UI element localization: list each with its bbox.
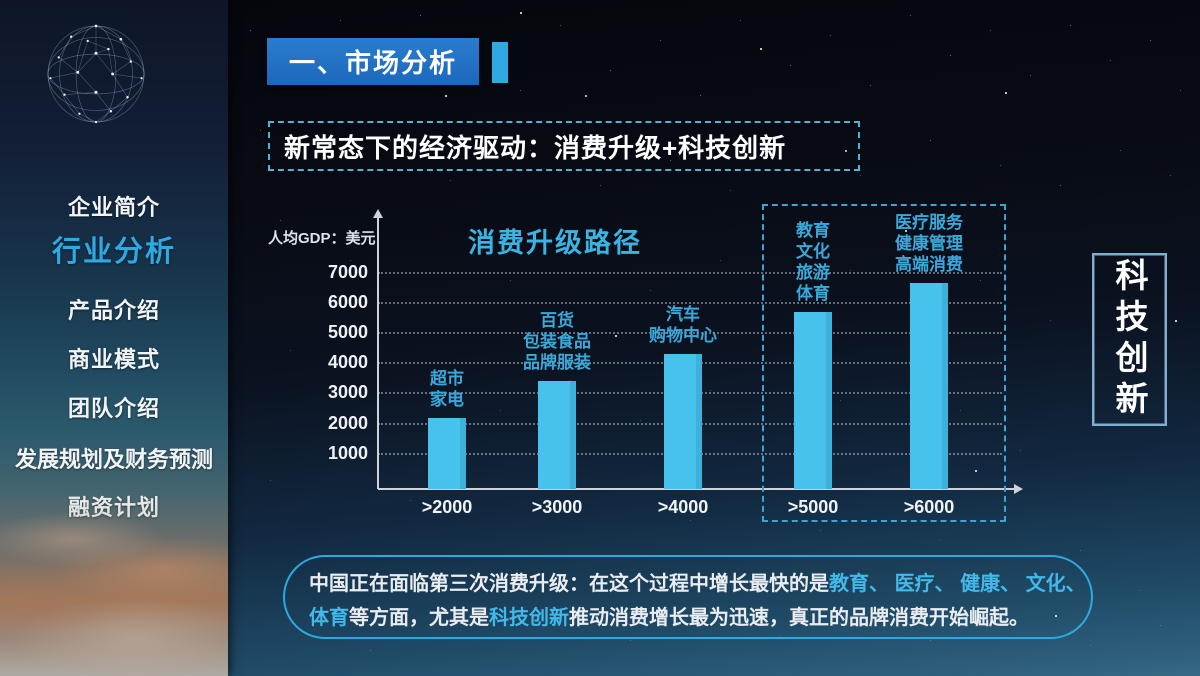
summary-note: 中国正在面临第三次消费升级：在这个过程中增长最快的是教育、 医疗、 健康、 文化… (283, 555, 1093, 639)
sidebar-item-development-plan[interactable]: 发展规划及财务预测 (14, 447, 213, 472)
note-highlight-text: 科技创新 (489, 607, 569, 629)
sidebar-item-industry-analysis[interactable]: 行业分析 (51, 236, 176, 268)
sidebar-item-product-intro[interactable]: 产品介绍 (67, 298, 160, 323)
x-tick-label: >6000 (903, 497, 955, 517)
tech-innovation-badge-text: 科技创新 (1110, 257, 1149, 422)
y-axis-line (377, 217, 379, 489)
sidebar: 企业简介 行业分析 产品介绍 商业模式 团队介绍 发展规划及财务预测 融资计划 (0, 0, 228, 676)
bar (428, 417, 466, 489)
bar (794, 311, 832, 489)
y-tick-label: 3000 (327, 382, 368, 403)
y-tick-label: 2000 (327, 412, 368, 433)
y-tick-label: 6000 (327, 291, 368, 312)
bar (664, 354, 702, 489)
note-highlight-text: 健康、 (960, 573, 1026, 595)
y-tick-label: 1000 (327, 442, 368, 463)
x-tick-label: >4000 (657, 497, 709, 517)
gridline (378, 452, 1002, 455)
note-highlight-text: 体育 (309, 607, 349, 629)
sidebar-item-business-model[interactable]: 商业模式 (67, 347, 160, 372)
x-axis-arrow (1014, 484, 1023, 494)
network-globe-icon (47, 24, 145, 124)
gridline (378, 332, 1002, 334)
x-axis-line (378, 488, 1016, 490)
bar-label: 百货 包装食品 品牌服装 (523, 311, 591, 373)
note-line-2: 体育等方面，尤其是科技创新推动消费增长最为迅速，真正的品牌消费开始崛起。 (309, 601, 1067, 635)
section-title: 一、市场分析 (267, 38, 479, 85)
x-tick-label: >3000 (531, 497, 583, 517)
y-tick-label: 7000 (327, 261, 368, 282)
y-axis-arrow (373, 209, 383, 218)
y-tick-label: 4000 (327, 352, 368, 373)
sidebar-item-company-intro[interactable]: 企业简介 (67, 195, 160, 220)
x-tick-label: >2000 (421, 497, 473, 517)
section-title-accent-bar (492, 42, 508, 83)
gridline (378, 271, 1002, 274)
bar-label: 教育 文化 旅游 体育 (796, 220, 830, 303)
bar-label: 汽车 购物中心 (649, 305, 717, 346)
gridline (378, 392, 1002, 395)
note-highlight-text: 医疗、 (894, 573, 961, 595)
tech-innovation-badge: 科技创新 (1092, 253, 1167, 426)
note-text: 推动消费增长最为迅速，真正的品牌消费开始崛起。 (569, 607, 1029, 629)
subtitle-banner: 新常态下的经济驱动：消费升级+科技创新 (268, 121, 860, 171)
bar-label: 医疗服务 健康管理 高端消费 (895, 213, 963, 275)
gridline (378, 301, 1002, 304)
note-line-1: 中国正在面临第三次消费升级：在这个过程中增长最快的是教育、 医疗、 健康、 文化… (309, 567, 1086, 601)
highlight-dashed-box (762, 204, 1006, 522)
gridline (378, 362, 1002, 365)
note-highlight-text: 教育、 (829, 573, 895, 595)
note-text: 中国正在面临第三次消费升级：在这个过程中增长最快的是 (309, 573, 829, 595)
sidebar-clouds-photo (0, 486, 228, 676)
chart-title: 消费升级路径 (468, 228, 642, 258)
y-axis-label: 人均GDP：美元 (268, 230, 376, 247)
note-highlight-text: 文化、 (1025, 573, 1086, 595)
y-tick-label: 5000 (327, 322, 368, 342)
x-tick-label: >5000 (787, 497, 839, 517)
sidebar-item-team-intro[interactable]: 团队介绍 (67, 396, 160, 421)
bar (910, 283, 948, 489)
note-text: 等方面，尤其是 (349, 607, 489, 629)
bar (538, 381, 576, 489)
gridline (378, 422, 1002, 425)
bar-label: 超市 家电 (430, 368, 464, 409)
